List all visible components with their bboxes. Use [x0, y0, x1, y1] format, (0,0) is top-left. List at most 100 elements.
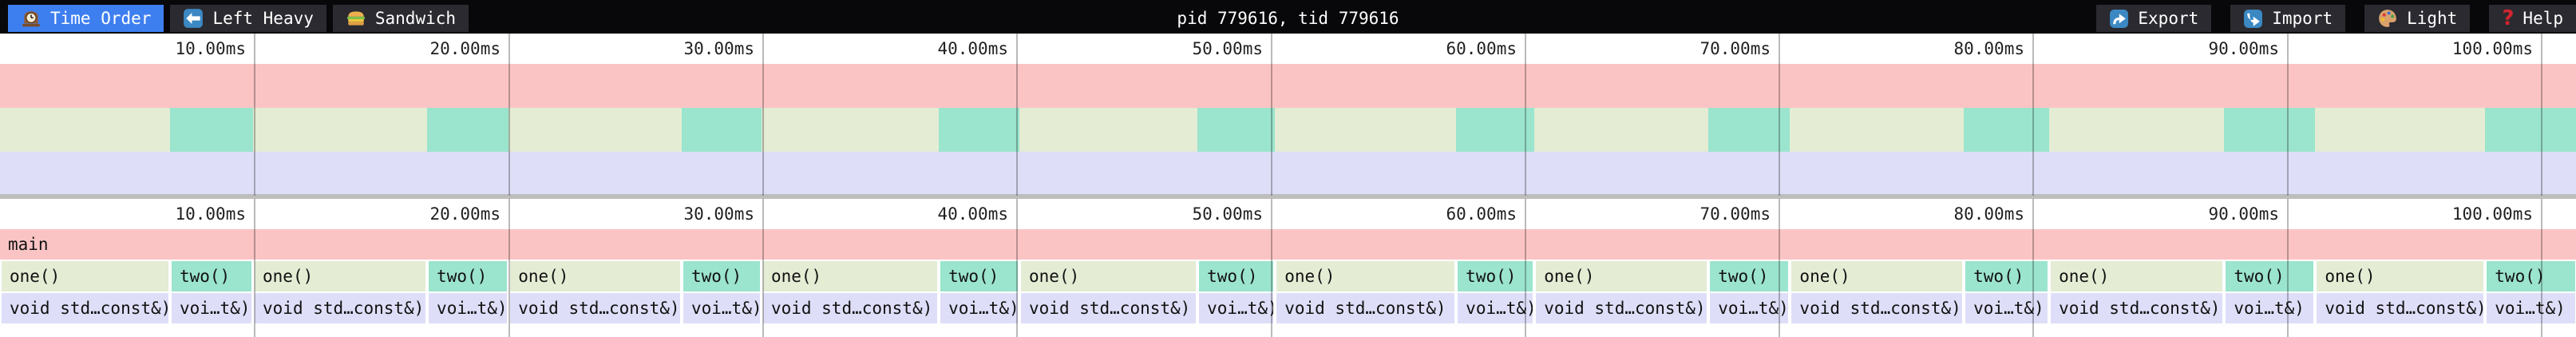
- view-tabs: Time Order Left Heavy: [0, 0, 475, 32]
- frame-cell[interactable]: void std…const&): [2051, 293, 2223, 323]
- frame-cell[interactable]: two(): [1458, 261, 1533, 291]
- frame-cell-main[interactable]: main: [0, 229, 2576, 260]
- toolbar: Time Order Left Heavy: [0, 0, 2576, 32]
- tab-time-order[interactable]: Time Order: [8, 5, 164, 32]
- tab-label: Sandwich: [374, 9, 457, 28]
- export-icon: [2109, 9, 2129, 29]
- minimap-ruler: 10.00ms 20.00ms 30.00ms 40.00ms 50.00ms 60.00…: [0, 34, 2576, 64]
- frame-cell[interactable]: one(): [2, 261, 168, 291]
- frame-cell[interactable]: voi…t&): [940, 293, 1018, 323]
- minimap-two-block: [2485, 108, 2576, 152]
- minimap-row-sleep[interactable]: [0, 152, 2576, 196]
- ruler-tick-label: 10.00ms: [175, 39, 246, 58]
- tab-label: Left Heavy: [212, 9, 314, 28]
- flamechart[interactable]: 10.00ms 20.00ms 30.00ms 40.00ms 50.00ms 60.00…: [0, 199, 2576, 337]
- frame-cell[interactable]: one(): [1021, 261, 1197, 291]
- frame-cell[interactable]: voi…t&): [1965, 293, 2048, 323]
- import-button[interactable]: Import: [2230, 5, 2346, 32]
- minimap-two-block: [939, 108, 1019, 152]
- section-divider: [0, 194, 2576, 199]
- minimap-two-block: [1964, 108, 2050, 152]
- frame-cell[interactable]: voi…t&): [2226, 293, 2314, 323]
- button-label: Help: [2523, 9, 2563, 28]
- ruler-tick-label: 20.00ms: [429, 204, 501, 224]
- button-label: Import: [2272, 9, 2333, 28]
- frame-cell[interactable]: voi…t&): [429, 293, 508, 323]
- ruler-tick-label: 60.00ms: [1446, 39, 1517, 58]
- ruler-tick-label: 100.00ms: [2451, 204, 2533, 224]
- frame-cell[interactable]: void std…const&): [2, 293, 168, 323]
- minimap-two-block: [169, 108, 254, 152]
- minimap-row-functions[interactable]: [0, 108, 2576, 152]
- minimap-two-block: [2224, 108, 2316, 152]
- frame-cell[interactable]: void std…const&): [1021, 293, 1197, 323]
- ruler-tick-label: 70.00ms: [1700, 204, 1771, 224]
- frame-cell[interactable]: one(): [2051, 261, 2223, 291]
- frame-cell[interactable]: one(): [255, 261, 426, 291]
- frame-cell[interactable]: one(): [1536, 261, 1707, 291]
- frame-cell[interactable]: two(): [1965, 261, 2048, 291]
- frame-cell[interactable]: void std…const&): [1536, 293, 1707, 323]
- frame-cell[interactable]: voi…t&): [1710, 293, 1789, 323]
- ruler-tick-label: 60.00ms: [1446, 204, 1517, 224]
- frame-cell[interactable]: void std…const&): [1791, 293, 1963, 323]
- frame-row-functions: one() two() one() two() one() two() one() two()…: [0, 261, 2576, 291]
- frame-cell[interactable]: two(): [1199, 261, 1274, 291]
- frame-cell[interactable]: voi…t&): [171, 293, 252, 323]
- frame-cell[interactable]: one(): [762, 261, 938, 291]
- frame-cell[interactable]: void std…const&): [255, 293, 426, 323]
- toolbar-buttons: Export Import: [2077, 0, 2576, 32]
- frame-cell[interactable]: void std…const&): [1276, 293, 1455, 323]
- frame-row-sleep: void std…const&) voi…t&) void std…const&) v…: [0, 293, 2576, 323]
- frame-cell[interactable]: voi…t&): [1199, 293, 1274, 323]
- tab-left-heavy[interactable]: Left Heavy: [170, 5, 326, 32]
- help-button[interactable]: ? Help: [2489, 5, 2576, 32]
- frame-cell[interactable]: one(): [1276, 261, 1455, 291]
- frame-cell[interactable]: one(): [510, 261, 680, 291]
- frame-cell[interactable]: two(): [683, 261, 760, 291]
- flamechart-ruler: 10.00ms 20.00ms 30.00ms 40.00ms 50.00ms 60.00…: [0, 199, 2576, 229]
- frame-cell[interactable]: voi…t&): [683, 293, 760, 323]
- tab-label: Time Order: [50, 9, 152, 28]
- frame-cell[interactable]: voi…t&): [1458, 293, 1533, 323]
- ruler-tick-label: 80.00ms: [1953, 39, 2024, 58]
- frame-cell[interactable]: void std…const&): [762, 293, 938, 323]
- frame-cell[interactable]: two(): [1710, 261, 1789, 291]
- clock-icon: [21, 8, 42, 29]
- frame-cell[interactable]: voi…t&): [2487, 293, 2575, 323]
- frame-cell[interactable]: one(): [2317, 261, 2484, 291]
- left-arrow-icon: [183, 8, 204, 29]
- minimap-two-block: [1708, 108, 1791, 152]
- ruler-tick-label: 50.00ms: [1192, 204, 1263, 224]
- minimap[interactable]: 10.00ms 20.00ms 30.00ms 40.00ms 50.00ms 60.00…: [0, 32, 2576, 196]
- import-icon: [2243, 9, 2263, 29]
- tab-sandwich[interactable]: Sandwich: [332, 5, 469, 32]
- theme-toggle-button[interactable]: Light: [2364, 5, 2471, 32]
- palette-icon: [2377, 8, 2398, 29]
- ruler-tick-label: 90.00ms: [2208, 204, 2279, 224]
- minimap-two-block: [1197, 108, 1276, 152]
- ruler-tick-label: 80.00ms: [1953, 204, 2024, 224]
- minimap-two-block: [427, 108, 509, 152]
- frame-row-main: main: [0, 229, 2576, 260]
- frame-cell[interactable]: void std…const&): [2317, 293, 2484, 323]
- minimap-two-block: [681, 108, 762, 152]
- ruler-tick-label: 70.00ms: [1700, 39, 1771, 58]
- ruler-tick-label: 10.00ms: [175, 204, 246, 224]
- ruler-tick-label: 100.00ms: [2451, 39, 2533, 58]
- ruler-tick-label: 30.00ms: [683, 39, 754, 58]
- sandwich-icon: [346, 8, 366, 29]
- frame-cell[interactable]: two(): [2487, 261, 2575, 291]
- button-label: Light: [2407, 9, 2458, 28]
- frame-cell[interactable]: one(): [1791, 261, 1963, 291]
- export-button[interactable]: Export: [2096, 5, 2212, 32]
- frame-cell[interactable]: two(): [171, 261, 252, 291]
- frame-cell[interactable]: two(): [940, 261, 1018, 291]
- minimap-two-block: [1456, 108, 1535, 152]
- minimap-row-main[interactable]: [0, 64, 2576, 108]
- ruler-tick-label: 30.00ms: [683, 204, 754, 224]
- frame-cell[interactable]: two(): [2226, 261, 2314, 291]
- frame-cell[interactable]: void std…const&): [510, 293, 680, 323]
- frame-cell[interactable]: two(): [429, 261, 508, 291]
